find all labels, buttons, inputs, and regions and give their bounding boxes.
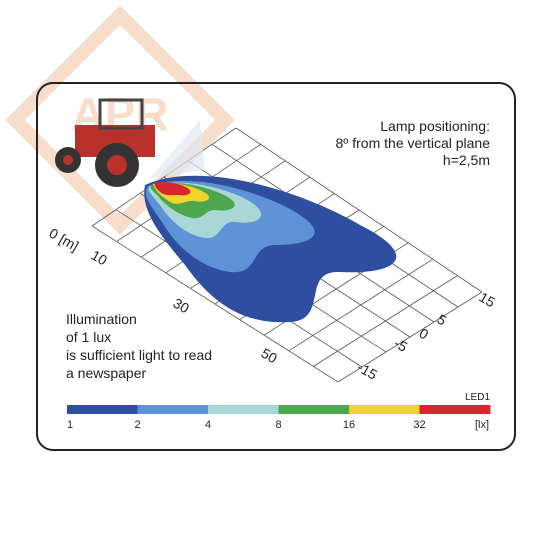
legend-label: 32 — [413, 419, 425, 431]
distance-label: 0 [m] — [47, 225, 82, 254]
front-hub — [63, 155, 73, 165]
light-distribution — [144, 175, 397, 323]
note-line: is sufficient light to read — [66, 347, 212, 363]
distance-label: 30 — [171, 295, 193, 317]
info-line: h=2,5m — [443, 152, 490, 168]
tractor-cab — [98, 98, 144, 130]
zone-32lx — [154, 182, 191, 196]
legend-swatch — [208, 405, 279, 414]
info-line: 8º from the vertical plane — [335, 135, 490, 151]
legend-swatch — [349, 405, 420, 414]
grid-line — [235, 127, 483, 293]
watermark-diamond — [5, 5, 235, 235]
legend-swatch — [67, 405, 138, 414]
legend-label: 16 — [343, 419, 355, 431]
note-line: of 1 lux — [66, 329, 111, 345]
note-line: Illumination — [66, 311, 137, 327]
legend-label: [lx] — [475, 419, 489, 431]
legend-swatch — [419, 405, 491, 414]
legend: LED1 1 2 4 8 16 32 [lx] — [67, 392, 491, 431]
legend-label: 8 — [275, 419, 281, 431]
legend-title: LED1 — [465, 392, 490, 403]
grid-line — [91, 225, 339, 383]
legend-swatch — [278, 405, 350, 414]
lateral-labels: 15 5 0 -5 -15 — [355, 289, 499, 383]
lateral-label: 0 — [417, 325, 432, 343]
lateral-label: 5 — [435, 311, 450, 329]
note-text: Illumination of 1 lux is sufficient ligh… — [66, 311, 212, 381]
lateral-label: -5 — [392, 335, 411, 355]
info-line: Lamp positioning: — [380, 118, 490, 134]
distance-label: 50 — [259, 345, 281, 367]
note-line: a newspaper — [66, 365, 147, 381]
legend-label: 2 — [134, 419, 140, 431]
light-cone — [150, 120, 205, 178]
distance-label: 10 — [89, 247, 111, 269]
lateral-label: -15 — [355, 359, 381, 383]
legend-label: 4 — [205, 419, 211, 431]
legend-label: 1 — [67, 419, 73, 431]
info-text: Lamp positioning: 8º from the vertical p… — [335, 118, 490, 168]
legend-swatch — [137, 405, 209, 414]
tractor — [55, 98, 205, 187]
rear-hub — [107, 155, 127, 175]
frame — [36, 82, 516, 451]
lateral-label: 15 — [477, 289, 499, 311]
